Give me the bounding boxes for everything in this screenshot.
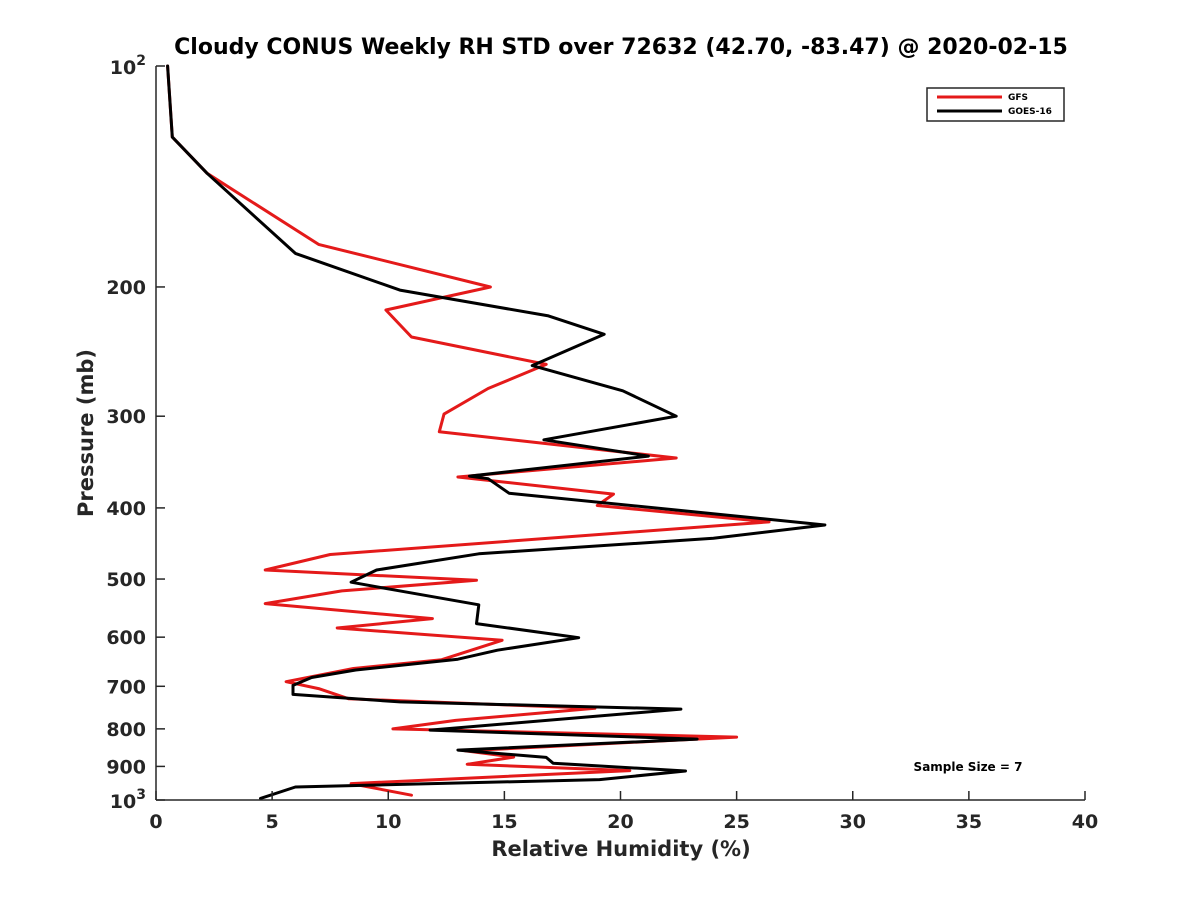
y-tick-label: 400 — [106, 498, 146, 520]
x-tick-label: 15 — [491, 811, 517, 833]
axes-layer — [155, 66, 1085, 801]
chart-title: Cloudy CONUS Weekly RH STD over 72632 (4… — [174, 35, 1068, 60]
y-tick-label: 600 — [106, 627, 146, 649]
x-tick-label: 5 — [266, 811, 279, 833]
x-tick-label: 40 — [1072, 811, 1098, 833]
legend-label: GOES-16 — [1008, 107, 1052, 117]
y-tick-label: 900 — [106, 756, 146, 778]
series-layer — [166, 64, 827, 800]
x-tick-label: 25 — [723, 811, 749, 833]
sample-size-annotation: Sample Size = 7 — [914, 760, 1023, 774]
legend-box — [926, 87, 1065, 122]
ticks-layer: 0 5 10 15 20 25 30 35 40 102 200 300 400 500 600 700 800… — [106, 53, 1098, 833]
x-axis-label: Relative Humidity (%) — [491, 837, 750, 861]
x-tick-label: 0 — [149, 811, 162, 833]
x-tick-label: 20 — [607, 811, 633, 833]
x-tick-label: 30 — [840, 811, 866, 833]
y-tick-label: 500 — [106, 569, 146, 591]
series-line-goes-16 — [166, 64, 827, 800]
y-tick-label: 800 — [106, 719, 146, 741]
x-tick-label: 35 — [956, 811, 982, 833]
y-tick-label: 102 — [110, 53, 146, 79]
y-tick-label: 300 — [106, 406, 146, 428]
legend-label: GFS — [1008, 93, 1028, 103]
x-tick-label: 10 — [375, 811, 401, 833]
y-tick-label: 200 — [106, 277, 146, 299]
y-axis-label: Pressure (mb) — [74, 349, 98, 517]
legend: GFS GOES-16 — [926, 87, 1065, 122]
series-line-gfs — [166, 64, 771, 797]
y-tick-label: 700 — [106, 676, 146, 698]
y-tick-label: 103 — [110, 787, 146, 813]
